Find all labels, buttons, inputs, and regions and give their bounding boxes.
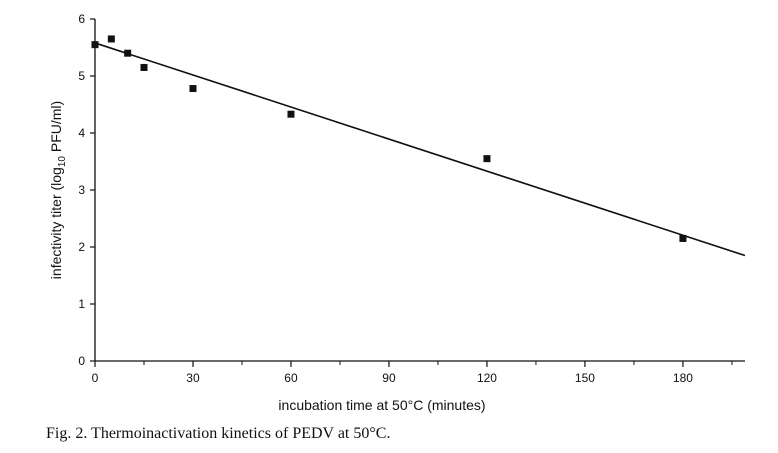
y-tick-label: 1 [78,297,85,311]
data-point [679,234,687,242]
data-point [287,110,295,118]
y-tick-label: 0 [78,354,85,368]
y-axis-title-unit: PFU/ml) [48,101,64,156]
x-tick-label: 0 [92,371,99,385]
x-tick-label: 150 [575,371,595,385]
x-axis-title: incubation time at 50°C (minutes) [278,397,485,413]
data-point [140,63,148,71]
data-point [189,85,197,93]
y-tick-label: 4 [78,126,85,140]
data-point [91,41,99,49]
y-tick-label: 5 [78,69,85,83]
x-tick-label: 180 [673,371,693,385]
x-tick-label: 30 [186,371,200,385]
fit-line-group [94,42,746,257]
y-axis-title-main: infectivity titer (log [48,167,64,279]
data-point [124,49,132,57]
data-points [91,35,687,242]
y-tick-label: 2 [78,240,85,254]
x-tick-label: 90 [382,371,396,385]
figure-caption: Fig. 2. Thermoinactivation kinetics of P… [46,425,391,442]
y-tick-label: 6 [78,12,85,26]
fit-line [94,42,746,257]
data-point [107,35,115,43]
data-point [483,155,491,163]
y-tick-label: 3 [78,183,85,197]
x-tick-label: 120 [477,371,497,385]
y-axis-title: infectivity titer (log10 PFU/ml) [48,101,68,279]
x-tick-label: 60 [284,371,298,385]
y-axis-title-subscript: 10 [57,156,68,168]
